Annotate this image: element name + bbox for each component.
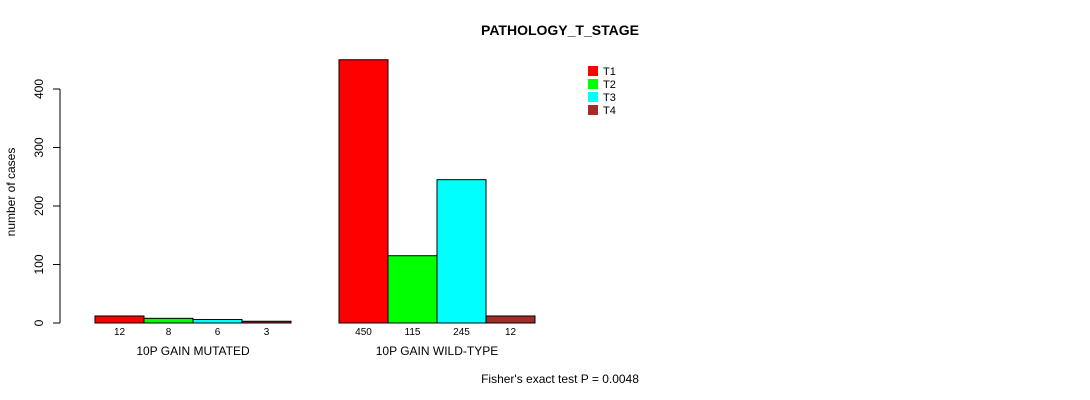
bar-t2-group-1 — [143, 317, 194, 324]
y-tick-label: 400 — [32, 79, 46, 99]
bar-value-label: 245 — [453, 327, 470, 338]
legend-swatch-t1 — [588, 66, 598, 76]
bar-value-label: 115 — [405, 327, 421, 338]
legend-label-t1: T1 — [603, 66, 616, 78]
bar-t3-group-2 — [436, 179, 487, 324]
bar-t3-group-1 — [192, 318, 243, 324]
bars: 12 8 6 3 10P GAIN MUTATED 450 115 245 12 10P GAIN… — [94, 59, 536, 358]
footnote: Fisher's exact test P = 0.0048 — [481, 372, 639, 386]
y-tick-label: 100 — [32, 254, 46, 274]
bar-t1-group-2 — [338, 59, 389, 324]
bar-value-label: 8 — [166, 327, 172, 338]
legend-swatch-t4 — [588, 105, 598, 115]
y-axis: 0 100 200 300 400 — [32, 79, 61, 326]
y-tick-label: 200 — [32, 196, 46, 216]
bar-value-label: 3 — [264, 327, 270, 338]
legend-label-t2: T2 — [603, 79, 616, 91]
group-label: 10P GAIN WILD-TYPE — [376, 344, 498, 358]
bar-value-label: 12 — [114, 327, 126, 338]
y-axis-label: number of cases — [4, 148, 18, 237]
y-tick-label: 0 — [32, 319, 46, 326]
legend-swatch-t2 — [588, 79, 598, 89]
legend-swatch-t3 — [588, 92, 598, 102]
chart-title: PATHOLOGY_T_STAGE — [481, 22, 639, 38]
bar-t1-group-1 — [94, 315, 145, 324]
bar-value-label: 450 — [355, 327, 372, 338]
bar-t4-group-2 — [485, 315, 536, 324]
bar-t4-group-1 — [241, 320, 292, 324]
legend-label-t3: T3 — [603, 92, 616, 104]
bar-value-label: 6 — [215, 327, 221, 338]
bar-t2-group-2 — [387, 255, 438, 324]
bar-value-label: 12 — [505, 327, 517, 338]
y-tick-label: 300 — [32, 137, 46, 157]
legend-label-t4: T4 — [603, 105, 616, 117]
group-label: 10P GAIN MUTATED — [136, 344, 250, 358]
